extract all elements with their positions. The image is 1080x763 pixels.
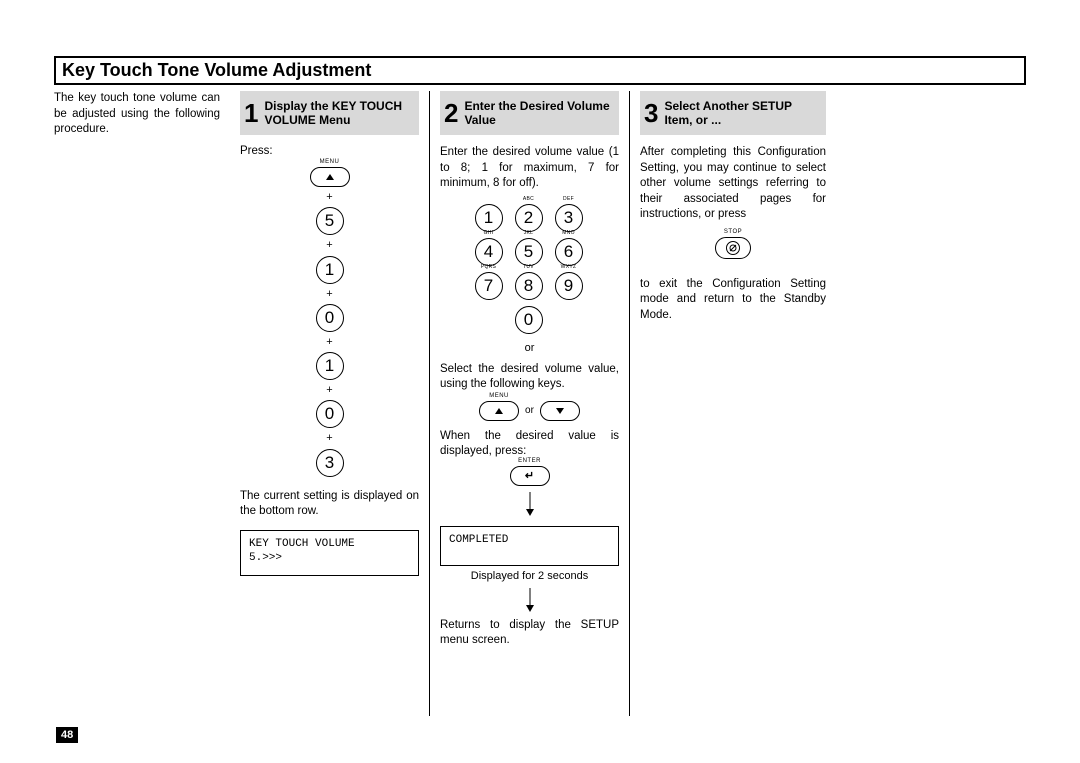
step3-number: 3	[644, 100, 658, 126]
triangle-down-icon	[556, 408, 564, 414]
digit-key-1: 1	[316, 256, 344, 284]
plus-separator: +	[326, 238, 332, 252]
keypad-6: MNO6	[555, 238, 583, 266]
digit-key-5: 5	[316, 207, 344, 235]
section-title: Key Touch Tone Volume Adjustment	[54, 56, 1026, 85]
step2-title: Enter the Desired Volume Value	[464, 99, 615, 128]
down-key	[540, 401, 580, 421]
keypad-sub: JKL	[524, 230, 534, 236]
arrow-keys-row: MENU or	[440, 401, 619, 421]
numeric-keypad: 1 ABC2 DEF3 GHI4 JKL5 MNO6 PQRS7 TUV8 WX…	[440, 204, 619, 334]
keypad-digit: 6	[564, 242, 573, 262]
step3-title: Select Another SETUP Item, or ...	[664, 99, 822, 128]
step1-after-text: The current setting is displayed on the …	[240, 489, 419, 520]
step1-key-sequence: MENU + 5 + 1 + 0 + 1 + 0 + 3	[240, 167, 419, 477]
step1-number: 1	[244, 100, 258, 126]
intro-text: The key touch tone volume can be adjuste…	[54, 91, 220, 138]
step1-column: 1 Display the KEY TOUCH VOLUME Menu Pres…	[230, 91, 430, 716]
keypad-sub: WXYZ	[561, 264, 577, 270]
display-line2: 5.>>>	[249, 551, 410, 565]
completed-text: COMPLETED	[449, 533, 610, 547]
step2-column: 2 Enter the Desired Volume Value Enter t…	[430, 91, 630, 716]
step3-header: 3 Select Another SETUP Item, or ...	[640, 91, 826, 135]
menu-label: MENU	[489, 393, 509, 399]
keypad-digit: 2	[524, 208, 533, 228]
keypad-2: ABC2	[515, 204, 543, 232]
or-small: or	[525, 405, 534, 416]
step3-exit-text: to exit the Configuration Setting mode a…	[640, 277, 826, 324]
enter-label: ENTER	[518, 458, 541, 464]
keypad-digit: 5	[524, 242, 533, 262]
page-number: 48	[56, 727, 78, 743]
triangle-up-icon	[495, 408, 503, 414]
or-separator: or	[440, 342, 619, 354]
keypad-0: 0	[515, 306, 543, 334]
keypad-1: 1	[475, 204, 503, 232]
stop-label: STOP	[724, 229, 742, 235]
plus-separator: +	[326, 287, 332, 301]
arrow-down-icon	[525, 588, 535, 612]
keypad-digit: 7	[484, 276, 493, 296]
content-columns: The key touch tone volume can be adjuste…	[54, 91, 1026, 716]
step1-title: Display the KEY TOUCH VOLUME Menu	[264, 99, 415, 128]
plus-separator: +	[326, 431, 332, 445]
intro-column: The key touch tone volume can be adjuste…	[54, 91, 230, 716]
keypad-8: TUV8	[515, 272, 543, 300]
keypad-digit: 8	[524, 276, 533, 296]
keypad-sub: ABC	[523, 196, 534, 202]
step2-select-text: Select the desired volume value, using t…	[440, 362, 619, 393]
menu-up-key: MENU	[479, 401, 519, 421]
keypad-4: GHI4	[475, 238, 503, 266]
digit-key-3: 3	[316, 449, 344, 477]
triangle-up-icon	[326, 174, 334, 180]
keypad-9: WXYZ9	[555, 272, 583, 300]
digit-key-0: 0	[316, 304, 344, 332]
enter-key: ENTER ↵	[510, 466, 550, 486]
keypad-digit: 0	[524, 310, 533, 330]
keypad-7: PQRS7	[475, 272, 503, 300]
keypad-digit: 3	[564, 208, 573, 228]
keypad-sub: DEF	[563, 196, 574, 202]
step2-number: 2	[444, 100, 458, 126]
keypad-digit: 1	[484, 208, 493, 228]
step2-returns-text: Returns to display the SETUP menu screen…	[440, 618, 619, 649]
plus-separator: +	[326, 335, 332, 349]
step1-display: KEY TOUCH VOLUME 5.>>>	[240, 530, 419, 577]
displayed-for-caption: Displayed for 2 seconds	[440, 570, 619, 582]
stop-key-wrap: STOP	[640, 229, 826, 267]
step1-header: 1 Display the KEY TOUCH VOLUME Menu	[240, 91, 419, 135]
menu-key: MENU	[310, 167, 350, 187]
step1-press: Press:	[240, 145, 419, 157]
keypad-3: DEF3	[555, 204, 583, 232]
stop-icon	[726, 241, 740, 255]
plus-separator: +	[326, 190, 332, 204]
enter-key-wrap: ENTER ↵	[440, 466, 619, 486]
completed-display: COMPLETED	[440, 526, 619, 566]
step2-intro: Enter the desired volume value (1 to 8; …	[440, 145, 619, 192]
keypad-sub: PQRS	[481, 264, 496, 270]
enter-icon: ↵	[525, 469, 534, 482]
menu-key-label: MENU	[320, 159, 340, 165]
keypad-5: JKL5	[515, 238, 543, 266]
digit-key-0: 0	[316, 400, 344, 428]
step3-intro: After completing this Configuration Sett…	[640, 145, 826, 223]
step2-when-text: When the desired value is displayed, pre…	[440, 429, 619, 460]
keypad-sub: MNO	[562, 230, 575, 236]
stop-key: STOP	[715, 237, 751, 259]
keypad-sub: GHI	[484, 230, 494, 236]
display-line1: KEY TOUCH VOLUME	[249, 537, 410, 551]
arrow-down-icon	[525, 492, 535, 516]
keypad-digit: 9	[564, 276, 573, 296]
plus-separator: +	[326, 383, 332, 397]
keypad-digit: 4	[484, 242, 493, 262]
digit-key-1: 1	[316, 352, 344, 380]
keypad-sub: TUV	[523, 264, 534, 270]
step3-column: 3 Select Another SETUP Item, or ... Afte…	[630, 91, 826, 716]
step2-header: 2 Enter the Desired Volume Value	[440, 91, 619, 135]
